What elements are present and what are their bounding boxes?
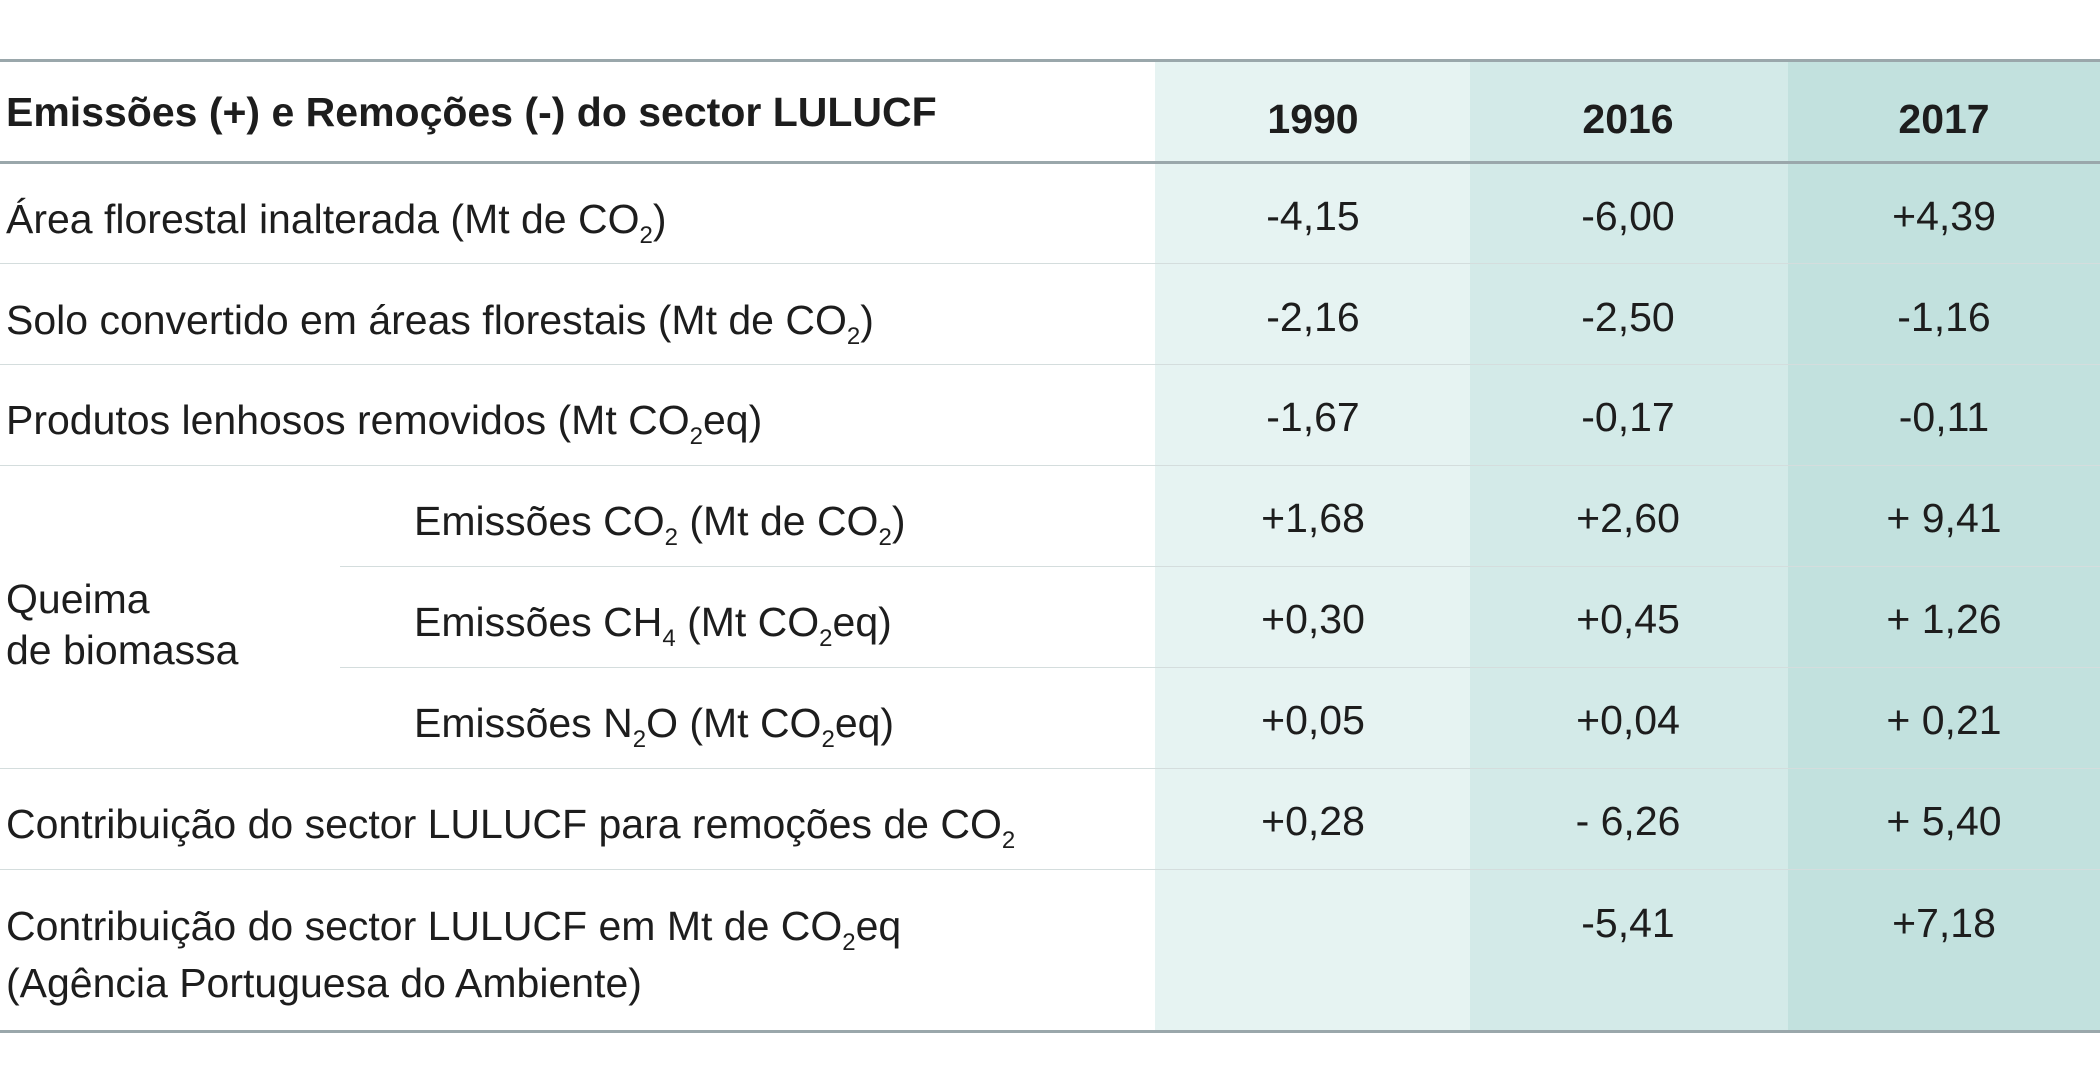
table-top-rule xyxy=(0,59,2100,62)
table-cell: + 0,21 xyxy=(1886,697,2002,743)
row-label-produtos-lenhosos: Produtos lenhosos removidos (Mt CO2eq) xyxy=(6,397,763,450)
subrow-label-emissoes-n2o: Emissões N2O (Mt CO2eq) xyxy=(414,700,895,753)
table-cell: -0,11 xyxy=(1898,394,1990,440)
row-divider xyxy=(0,465,2100,466)
table-cell: -2,50 xyxy=(1581,294,1675,340)
year-header-2016: 2016 xyxy=(1582,96,1674,142)
row-label-solo-convertido: Solo convertido em áreas florestais (Mt … xyxy=(6,297,874,350)
table-cell: +0,28 xyxy=(1261,798,1365,844)
subrow-label-emissoes-co2: Emissões CO2 (Mt de CO2) xyxy=(414,498,906,551)
row-divider xyxy=(0,768,2100,769)
group-label-queima-line2: de biomassa xyxy=(6,627,239,673)
table-cell: -1,67 xyxy=(1266,394,1360,440)
subrow-divider xyxy=(340,667,2100,668)
row-label-contribuicao-apa-line1: Contribuição do sector LULUCF em Mt de C… xyxy=(6,903,902,956)
year-header-2017: 2017 xyxy=(1898,96,1990,142)
table-cell: -4,15 xyxy=(1266,193,1360,239)
group-label-queima-line1: Queima xyxy=(6,576,150,622)
table-cell: - 6,26 xyxy=(1575,798,1681,844)
subrow-label-emissoes-ch4: Emissões CH4 (Mt CO2eq) xyxy=(414,599,892,652)
subrow-divider xyxy=(340,566,2100,567)
table-cell: +0,04 xyxy=(1576,697,1680,743)
table-cell: +2,60 xyxy=(1576,495,1680,541)
row-label-contribuicao-remocoes: Contribuição do sector LULUCF para remoç… xyxy=(6,801,1016,854)
table-cell: +0,05 xyxy=(1261,697,1365,743)
table-cell: -1,16 xyxy=(1897,294,1991,340)
row-label-area-florestal: Área florestal inalterada (Mt de CO2) xyxy=(6,196,667,249)
table-bottom-rule xyxy=(0,1030,2100,1033)
table-cell: -0,17 xyxy=(1581,394,1675,440)
table-cell: +1,68 xyxy=(1261,495,1365,541)
row-divider xyxy=(0,869,2100,870)
table-cell: + 9,41 xyxy=(1886,495,2002,541)
table-cell: + 5,40 xyxy=(1886,798,2002,844)
row-label-contribuicao-apa-line2: (Agência Portuguesa do Ambiente) xyxy=(6,960,642,1006)
table-cell: +0,45 xyxy=(1576,596,1680,642)
table-cell: + 1,26 xyxy=(1886,596,2002,642)
header-bottom-rule xyxy=(0,161,2100,164)
row-divider xyxy=(0,263,2100,264)
table-cell: -5,41 xyxy=(1581,900,1675,946)
row-divider xyxy=(0,364,2100,365)
column-band-2016 xyxy=(1470,61,1788,1033)
table-cell: -6,00 xyxy=(1581,193,1675,239)
table-title: Emissões (+) e Remoções (-) do sector LU… xyxy=(6,89,937,135)
table-cell: +0,30 xyxy=(1261,596,1365,642)
table-cell: +4,39 xyxy=(1892,193,1996,239)
table-cell: -2,16 xyxy=(1266,294,1360,340)
column-band-1990 xyxy=(1155,61,1470,1033)
table-cell: +7,18 xyxy=(1892,900,1996,946)
column-band-2017 xyxy=(1788,61,2100,1033)
year-header-1990: 1990 xyxy=(1267,96,1359,142)
